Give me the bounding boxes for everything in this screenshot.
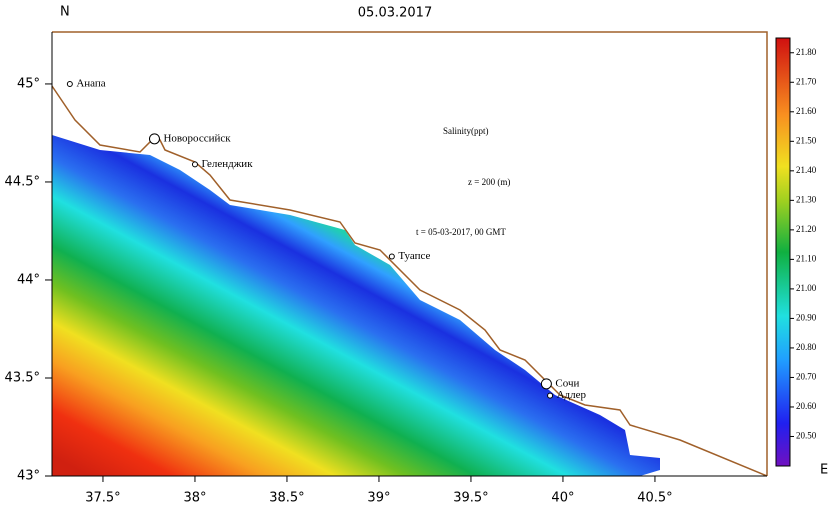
east-label: E bbox=[820, 463, 828, 478]
city-label: Туапсе bbox=[398, 250, 430, 262]
colorbar-tick-label: 21.20 bbox=[796, 224, 817, 234]
annotation: Salinity(ppt) bbox=[443, 126, 489, 136]
y-tick-label: 45° bbox=[17, 76, 40, 91]
north-label: N bbox=[60, 5, 70, 20]
frame bbox=[52, 31, 768, 476]
city-label: Адлер bbox=[557, 389, 587, 401]
colorbar-tick-label: 21.70 bbox=[796, 76, 817, 86]
y-tick-label: 44° bbox=[17, 272, 40, 287]
colorbar-tick-label: 20.60 bbox=[796, 401, 817, 411]
annotation: t = 05-03-2017, 00 GMT bbox=[416, 227, 506, 237]
x-tick-label: 37.5° bbox=[85, 491, 120, 506]
colorbar-tick-label: 20.90 bbox=[796, 312, 817, 322]
colorbar-tick-label: 21.30 bbox=[796, 194, 817, 204]
colorbar-tick-label: 21.80 bbox=[796, 47, 817, 57]
city-label: Новороссийск bbox=[163, 132, 231, 144]
x-tick-label: 39.5° bbox=[453, 491, 488, 506]
colorbar-tick-label: 21.40 bbox=[796, 165, 817, 175]
city-marker bbox=[388, 253, 395, 260]
y-tick-label: 44.5° bbox=[5, 174, 40, 189]
title: 05.03.2017 bbox=[358, 6, 432, 21]
city-label: Анапа bbox=[76, 77, 105, 89]
colorbar-tick-label: 21.10 bbox=[796, 253, 817, 263]
colorbar-tick-label: 21.60 bbox=[796, 106, 817, 116]
x-tick-label: 38° bbox=[183, 491, 206, 506]
colorbar-tick-label: 20.70 bbox=[796, 372, 817, 382]
city-marker bbox=[66, 80, 73, 87]
colorbar-tick-label: 20.50 bbox=[796, 431, 817, 441]
x-tick-label: 40° bbox=[551, 491, 574, 506]
colorbar bbox=[775, 37, 791, 467]
x-tick-label: 38.5° bbox=[269, 491, 304, 506]
city-label: Геленджик bbox=[201, 158, 253, 170]
city-marker bbox=[148, 133, 160, 145]
salinity-field bbox=[52, 135, 660, 476]
colorbar-tick-label: 21.50 bbox=[796, 135, 817, 145]
city-marker bbox=[540, 378, 552, 390]
city-marker bbox=[547, 392, 554, 399]
colorbar-tick-label: 21.00 bbox=[796, 283, 817, 293]
annotation: z = 200 (m) bbox=[468, 177, 510, 187]
x-tick-label: 40.5° bbox=[637, 491, 672, 506]
city-marker bbox=[191, 161, 198, 168]
colorbar-tick-label: 20.80 bbox=[796, 342, 817, 352]
x-tick-label: 39° bbox=[367, 491, 390, 506]
city-label: Сочи bbox=[555, 377, 579, 389]
y-tick-label: 43° bbox=[17, 469, 40, 484]
y-tick-label: 43.5° bbox=[5, 370, 40, 385]
